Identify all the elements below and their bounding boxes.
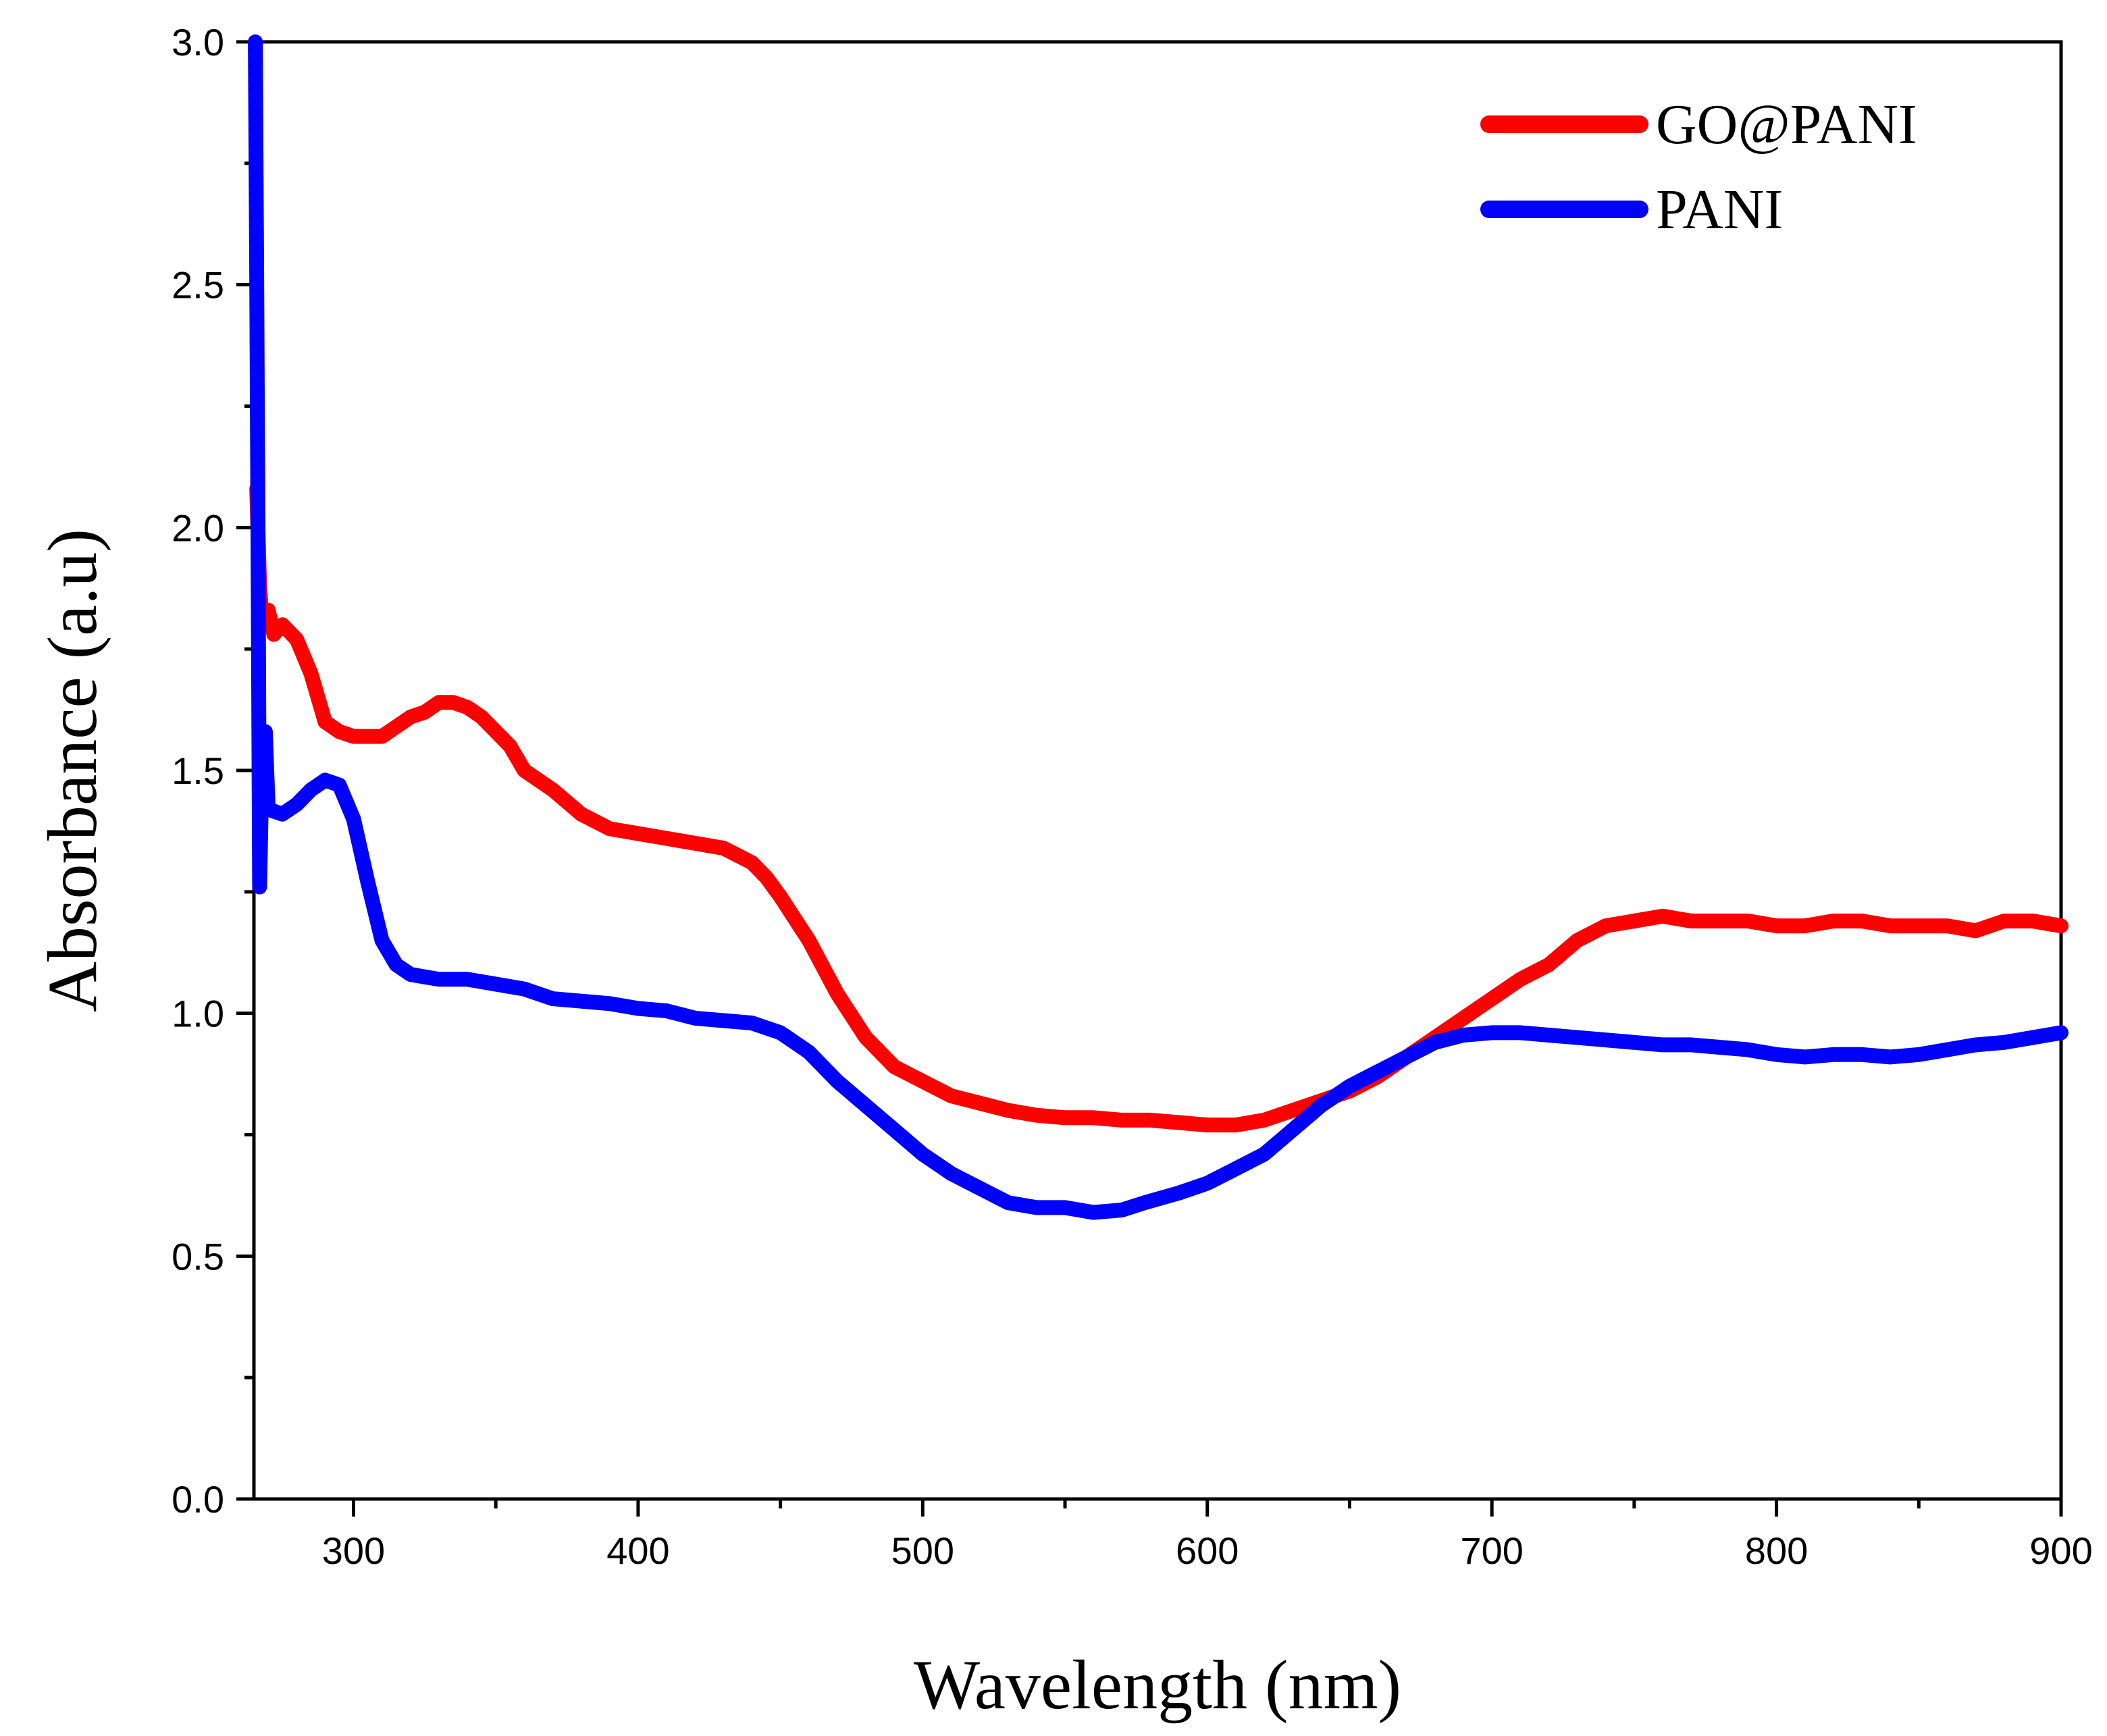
x-tick-label: 300 — [322, 1529, 385, 1572]
legend: GO@PANI PANI — [1480, 93, 1917, 241]
x-tick-label: 900 — [2029, 1529, 2092, 1572]
y-tick-label: 2.0 — [172, 506, 224, 549]
y-tick-label: 1.0 — [172, 993, 224, 1035]
x-tick-label: 500 — [891, 1529, 954, 1572]
series-line-go-pani — [249, 481, 2069, 1133]
y-axis-ticks: 0.0 0.5 1.0 1.5 2.0 2.5 3.0 — [172, 21, 254, 1521]
x-tick-label: 600 — [1176, 1529, 1239, 1572]
y-tick-label: 1.5 — [172, 749, 224, 792]
series-layer — [248, 34, 2069, 1220]
y-tick-label: 2.5 — [172, 264, 224, 307]
x-axis-ticks: 300 400 500 600 700 800 900 — [322, 1499, 2093, 1572]
y-tick-label: 0.5 — [172, 1235, 224, 1278]
y-tick-label: 0.0 — [172, 1478, 224, 1521]
series-line-pani — [248, 34, 2069, 1220]
x-axis-title: Wavelength (nm) — [914, 1646, 1401, 1724]
y-tick-label: 3.0 — [172, 21, 224, 63]
legend-label-go-pani: GO@PANI — [1656, 93, 1917, 156]
x-tick-label: 800 — [1745, 1529, 1808, 1572]
y-axis-title: Absorbance (a.u) — [34, 529, 111, 1012]
legend-label-pani: PANI — [1656, 178, 1783, 241]
x-tick-label: 400 — [606, 1529, 669, 1572]
x-tick-label: 700 — [1460, 1529, 1523, 1572]
